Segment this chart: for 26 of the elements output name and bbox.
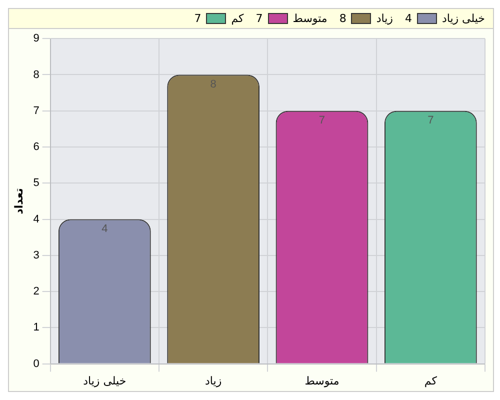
y-tick-label: 1 bbox=[33, 322, 40, 334]
y-tick-label: 7 bbox=[33, 104, 40, 117]
data-label: 4 bbox=[102, 222, 108, 235]
y-axis-title: تعداد bbox=[12, 188, 26, 214]
y-tick-label: 2 bbox=[33, 286, 40, 298]
text: 4 bbox=[404, 12, 412, 25]
x-tick-label: خیلی زیاد bbox=[83, 374, 126, 388]
data-label: 7 bbox=[318, 114, 326, 126]
data-label: 7 bbox=[428, 114, 434, 126]
x-tick-label: زیاد bbox=[205, 374, 222, 388]
text: 8 bbox=[339, 12, 346, 25]
legend-label: کم bbox=[231, 12, 244, 25]
y-tick-label: 8 bbox=[33, 68, 40, 81]
text: 7 bbox=[256, 12, 263, 25]
legend-label: خیلی زیاد bbox=[442, 12, 485, 25]
legend-label: متوسط bbox=[292, 12, 328, 25]
y-tick-label: 5 bbox=[33, 177, 40, 190]
y-tick-label: 4 bbox=[33, 213, 40, 226]
y-tick-label: 9 bbox=[33, 32, 40, 45]
legend-label: زیاد bbox=[376, 12, 393, 25]
x-tick-label: متوسط bbox=[304, 374, 340, 388]
text: 7 bbox=[194, 12, 202, 25]
y-tick-label: 3 bbox=[33, 249, 40, 262]
y-tick-label: 6 bbox=[33, 141, 40, 154]
y-tick-label: 0 bbox=[33, 358, 40, 370]
x-tick-label: کم bbox=[424, 374, 438, 388]
